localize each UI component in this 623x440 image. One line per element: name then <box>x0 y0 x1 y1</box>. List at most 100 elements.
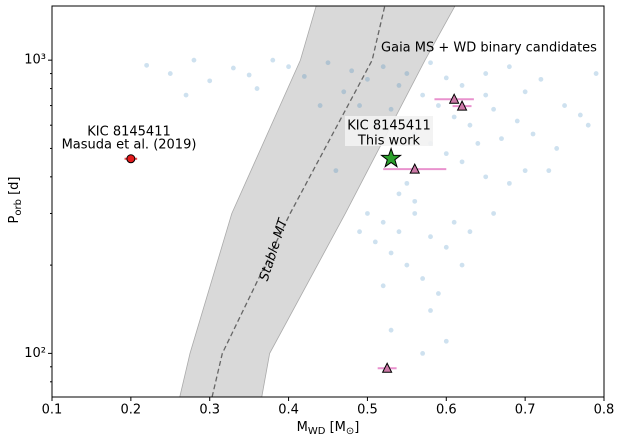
candidate-point <box>522 89 528 95</box>
candidate-point <box>436 291 441 296</box>
candidate-point <box>167 71 173 76</box>
candidate-point <box>357 229 362 235</box>
candidate-point <box>404 262 410 268</box>
candidate-point <box>443 151 449 157</box>
candidate-point <box>396 191 402 197</box>
candidate-point <box>530 131 536 137</box>
x-tick-label: 0.2 <box>121 403 142 418</box>
candidate-point <box>522 168 528 174</box>
candidate-point <box>491 106 496 112</box>
candidate-point <box>412 198 418 204</box>
candidate-point <box>577 112 583 118</box>
candidate-point <box>514 118 520 124</box>
candidate-point <box>412 211 418 216</box>
candidate-point <box>459 262 465 268</box>
candidate-point <box>317 103 323 108</box>
candidate-point <box>428 234 433 240</box>
candidate-point <box>380 64 386 70</box>
candidate-point <box>538 76 544 82</box>
candidate-point <box>246 72 252 78</box>
candidate-point <box>372 239 378 245</box>
candidate-point <box>396 229 402 235</box>
candidate-point <box>483 71 489 76</box>
y-label-main: P <box>7 215 22 223</box>
label-box <box>345 116 433 146</box>
candidate-point <box>506 64 512 70</box>
x-tick-label: 0.7 <box>515 403 536 418</box>
point-label: KIC 8145411 <box>87 125 170 140</box>
x-tick-label: 0.1 <box>42 403 63 418</box>
x-label-sub: WD <box>308 426 326 437</box>
candidate-point <box>443 244 449 250</box>
candidate-point <box>301 74 307 79</box>
candidate-point <box>475 141 481 146</box>
x-axis-label: MWD [M⊙] <box>297 420 360 438</box>
candidate-point <box>404 180 410 186</box>
candidate-point <box>562 103 567 108</box>
candidate-point <box>380 283 386 289</box>
candidate-point <box>420 92 426 98</box>
candidate-point <box>506 180 512 186</box>
point-triangle <box>381 362 393 373</box>
x-tick-label: 0.8 <box>594 403 615 418</box>
candidate-point <box>380 219 386 225</box>
candidate-point <box>404 71 410 76</box>
candidate-point <box>451 114 457 120</box>
x-tick-label: 0.4 <box>278 403 299 418</box>
x-label-end: ] <box>354 420 359 435</box>
y-tick-label: 10³ <box>24 53 46 68</box>
cloud-label: Gaia MS + WD binary candidates <box>381 41 597 56</box>
candidate-point <box>286 64 291 70</box>
candidate-point <box>554 146 560 151</box>
candidate-point <box>546 168 552 174</box>
x-label-sub2: ⊙ <box>346 426 354 437</box>
candidate-point <box>420 276 426 281</box>
point-label: KIC 8145411 <box>347 119 430 134</box>
candidate-point <box>341 89 347 95</box>
axes-frame <box>51 5 605 398</box>
plot-area <box>124 6 599 397</box>
candidate-point <box>483 174 489 180</box>
candidate-point <box>333 168 339 174</box>
candidate-point <box>420 350 426 356</box>
candidate-point <box>207 78 213 84</box>
candidate-point <box>144 62 150 68</box>
y-label-sub: orb <box>13 199 24 216</box>
candidate-point <box>365 211 370 216</box>
x-tick-label: 0.3 <box>199 403 220 418</box>
point-circle <box>126 154 136 164</box>
x-tick-label: 0.6 <box>436 403 457 418</box>
candidate-point <box>585 122 591 128</box>
candidate-point <box>467 229 473 235</box>
candidate-point <box>325 60 331 66</box>
candidate-point <box>467 122 473 128</box>
candidate-point <box>459 83 465 88</box>
candidate-point <box>254 86 260 91</box>
candidate-point <box>396 83 402 88</box>
y-tick-label: 10² <box>24 346 46 361</box>
point-triangle <box>448 93 460 104</box>
candidate-point <box>459 159 465 165</box>
point-star <box>380 146 403 168</box>
candidate-point <box>349 68 355 74</box>
point-label: Masuda et al. (2019) <box>62 138 197 153</box>
candidate-point <box>436 103 441 108</box>
candidate-point <box>499 136 504 142</box>
candidate-point <box>491 211 496 216</box>
candidate-point <box>428 308 433 313</box>
candidate-point <box>428 60 433 66</box>
candidate-point <box>183 92 189 98</box>
candidate-point <box>357 103 362 108</box>
candidate-point <box>593 71 599 76</box>
candidate-point <box>388 250 394 256</box>
point-triangle <box>456 100 468 111</box>
candidate-point <box>483 92 489 98</box>
y-label-end: [d] <box>7 177 22 200</box>
candidate-point <box>443 75 449 81</box>
point-label: This work <box>357 134 421 149</box>
candidate-point <box>230 65 236 71</box>
x-label-mid: [M <box>325 420 345 435</box>
candidate-point <box>388 327 394 333</box>
y-axis-label: Porb [d] <box>7 177 25 224</box>
